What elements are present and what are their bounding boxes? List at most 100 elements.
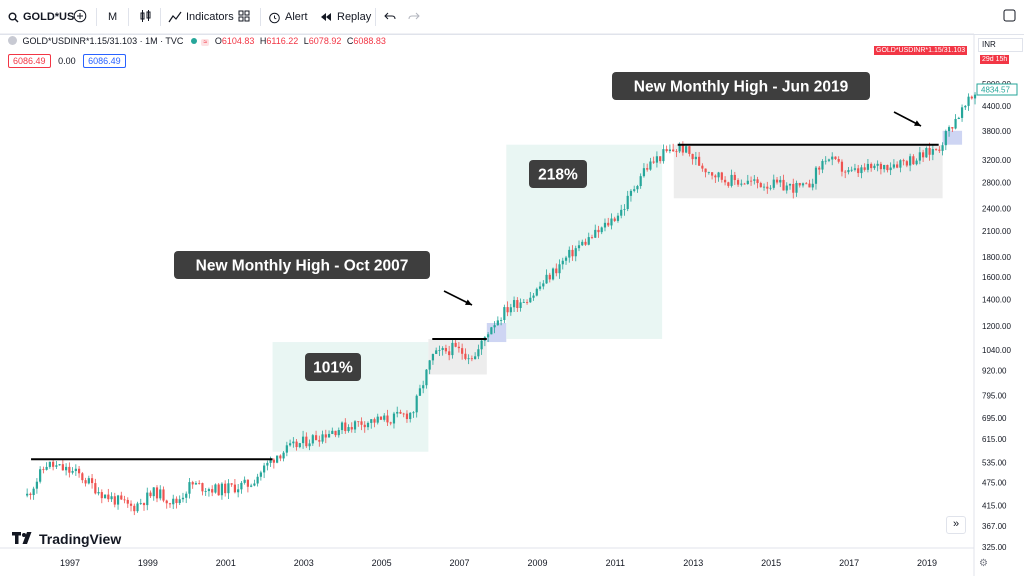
candle-body xyxy=(240,482,243,490)
candle-body xyxy=(331,430,334,434)
candle-body xyxy=(831,156,834,160)
candle-body xyxy=(775,179,779,183)
candle-body xyxy=(55,465,58,467)
candle-body xyxy=(896,164,899,168)
candle-body xyxy=(246,479,249,487)
x-tick-2005: 2005 xyxy=(372,558,392,568)
candle-body xyxy=(607,222,610,226)
chart-type-button[interactable] xyxy=(139,0,152,34)
tradingview-logo: TradingView xyxy=(12,531,121,547)
candle-body xyxy=(178,499,181,504)
y-tick: 367.00 xyxy=(982,522,1007,531)
symbol-price-tag: GOLD*USDINR*1.15/31.103 xyxy=(874,46,968,55)
candle-body xyxy=(600,227,603,233)
add-symbol-button[interactable] xyxy=(73,0,87,34)
symbol-label: GOLD*US xyxy=(23,11,75,23)
symbol-logo-icon xyxy=(8,36,17,45)
candle-body xyxy=(782,179,785,191)
candle-body xyxy=(967,96,970,106)
settings-button[interactable]: ⚙ xyxy=(979,558,988,569)
candle-body xyxy=(613,218,616,221)
interval-button[interactable]: M xyxy=(108,0,117,34)
candle-body xyxy=(951,127,954,129)
symbol-search[interactable]: GOLD*US xyxy=(8,0,74,34)
candle-body xyxy=(805,183,808,185)
candle-body xyxy=(899,160,902,168)
fullscreen-button[interactable] xyxy=(1003,0,1016,34)
candle-body xyxy=(886,164,889,171)
candle-body xyxy=(435,350,438,354)
candle-body xyxy=(685,146,688,153)
replay-label: Replay xyxy=(337,11,372,23)
candle-body xyxy=(123,499,126,501)
candle-body xyxy=(529,297,532,303)
candle-body xyxy=(704,168,707,173)
candle-body xyxy=(282,452,285,459)
candle-body xyxy=(279,455,282,459)
brand-name: TradingView xyxy=(39,531,122,547)
buy-price-box[interactable]: 6086.49 xyxy=(83,54,126,68)
candle-body xyxy=(571,249,574,257)
legend-close: C6088.83 xyxy=(346,36,386,46)
candle-body xyxy=(616,215,620,221)
candle-body xyxy=(58,464,61,466)
candle-body xyxy=(623,209,626,210)
candle-body xyxy=(201,483,204,492)
redo-button[interactable] xyxy=(408,0,420,34)
alert-button[interactable]: Alert xyxy=(268,0,308,34)
x-tick-2019: 2019 xyxy=(917,558,937,568)
candle-body xyxy=(100,492,103,499)
candle-body xyxy=(175,498,178,504)
gear-icon: ⚙ xyxy=(979,558,988,569)
candle-body xyxy=(194,483,198,485)
candle-body xyxy=(824,160,827,162)
annotation-jun-2019-box xyxy=(612,72,870,100)
candle-body xyxy=(629,190,633,196)
annotation-oct-2007-box xyxy=(174,251,430,279)
candle-body xyxy=(337,430,340,436)
candle-body xyxy=(730,174,733,186)
candle-body xyxy=(909,156,912,166)
candle-body xyxy=(863,167,866,170)
candle-body xyxy=(363,424,366,428)
candle-body xyxy=(467,358,470,360)
arrow-oct-2007-head xyxy=(465,299,472,305)
sell-price-box[interactable]: 6086.49 xyxy=(8,54,51,68)
y-tick: 3800.00 xyxy=(982,127,1011,136)
replay-button[interactable]: Replay xyxy=(320,0,371,34)
undo-button[interactable] xyxy=(384,0,396,34)
candle-body xyxy=(35,481,38,489)
candle-body xyxy=(77,468,81,474)
candle-body xyxy=(954,118,957,129)
candle-body xyxy=(379,416,383,420)
candle-body xyxy=(314,435,318,441)
candle-body xyxy=(321,434,324,442)
candle-body xyxy=(934,149,938,150)
candle-body xyxy=(688,146,691,154)
y-tick: 2800.00 xyxy=(982,178,1011,187)
scroll-to-realtime-button[interactable]: » xyxy=(946,516,966,534)
x-tick-1997: 1997 xyxy=(60,558,80,568)
y-tick: 1040.00 xyxy=(982,346,1011,355)
candle-body xyxy=(522,302,525,303)
candle-body xyxy=(844,171,847,173)
candle-body xyxy=(444,348,448,352)
candle-body xyxy=(925,148,928,158)
layout-button[interactable] xyxy=(238,0,250,34)
base-zone-2007 xyxy=(428,338,487,375)
currency-selector[interactable]: INR xyxy=(978,38,1023,52)
arrow-jun-2019-head xyxy=(914,120,921,126)
trade-boxes: 6086.49 0.00 6086.49 xyxy=(8,54,126,68)
candle-body xyxy=(155,487,159,499)
indicators-button[interactable]: Indicators xyxy=(168,0,234,34)
candle-body xyxy=(94,483,97,494)
double-chevron-right-icon: » xyxy=(952,518,960,530)
y-tick: 535.00 xyxy=(982,458,1007,467)
candle-body xyxy=(52,461,55,467)
x-tick-2015: 2015 xyxy=(761,558,781,568)
candle-body xyxy=(464,353,467,359)
candle-body xyxy=(250,485,253,487)
candle-body xyxy=(214,484,217,493)
x-tick-2001: 2001 xyxy=(216,558,236,568)
